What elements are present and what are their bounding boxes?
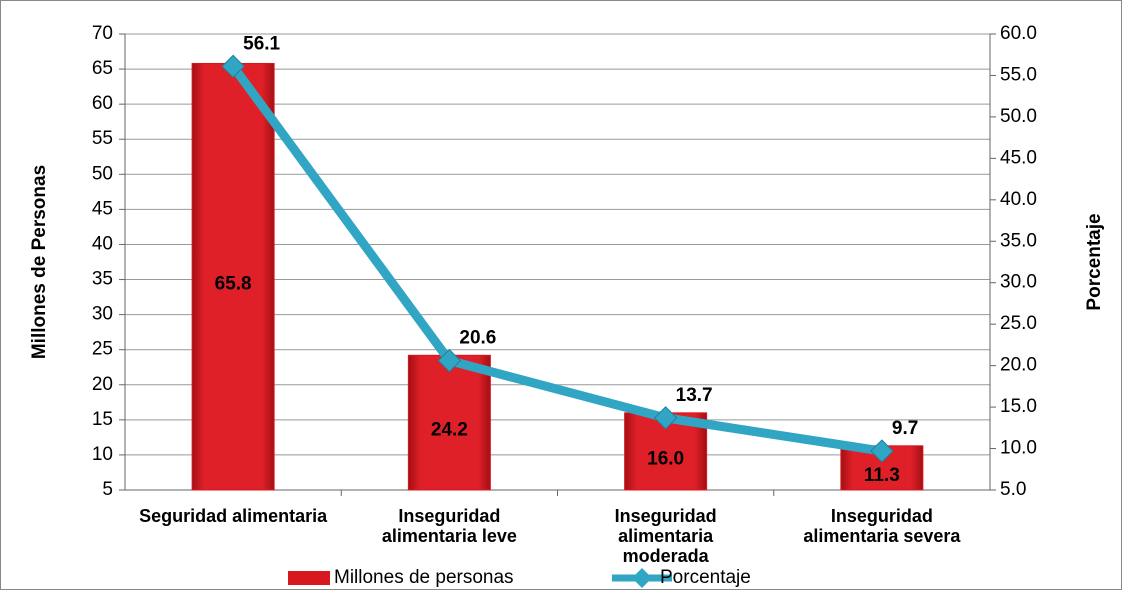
y2-tick-label: 50.0 (1000, 106, 1037, 127)
legend-label: Porcentaje (660, 567, 751, 588)
y-tick-label: 55 (92, 128, 113, 149)
line-marker (870, 439, 894, 463)
bar (191, 62, 275, 491)
y2-tick-label: 10.0 (1000, 438, 1037, 459)
x-tick-label: Inseguridad alimentaria leve (381, 506, 517, 546)
legend-marker (632, 568, 652, 588)
y-tick-label: 50 (92, 163, 113, 184)
bar-value-label: 11.3 (864, 465, 900, 486)
line-marker (221, 54, 245, 79)
y2-tick-label: 40.0 (1000, 189, 1037, 210)
legend-swatch (288, 571, 330, 585)
y2-tick-label: 45.0 (1000, 147, 1037, 168)
y-tick-label: 25 (92, 339, 113, 360)
y2-tick-label: 35.0 (1000, 230, 1037, 251)
y-tick-label: 10 (92, 444, 113, 465)
y-tick-label: 15 (92, 409, 113, 430)
line (229, 63, 883, 456)
x-tick-label: Inseguridad alimentaria severa (803, 506, 961, 546)
bar-value-label: 16.0 (647, 448, 684, 469)
y-tick-label: 40 (92, 233, 113, 254)
y-tick-label: 45 (92, 198, 113, 219)
y-tick-label: 5 (102, 479, 113, 500)
bar (407, 354, 491, 491)
y2-tick-label: 60.0 (1000, 23, 1037, 44)
y-tick-label: 60 (92, 93, 113, 114)
legend-label: Millones de personas (334, 567, 514, 588)
bar-value-label: 24.2 (431, 420, 468, 441)
y-tick-label: 30 (92, 304, 113, 325)
line-value-label: 56.1 (243, 33, 280, 54)
y2-tick-label: 5.0 (1000, 479, 1026, 500)
y-axis-title: Millones de Personas (29, 165, 50, 359)
y2-tick-label: 15.0 (1000, 396, 1037, 417)
y2-tick-label: 20.0 (1000, 355, 1037, 376)
line-value-label: 9.7 (892, 418, 918, 439)
line-marker (653, 406, 678, 430)
y-tick-label: 65 (92, 58, 113, 79)
x-tick-label: Seguridad alimentaria (139, 506, 328, 526)
line-marker (437, 348, 462, 373)
y2-tick-label: 55.0 (1000, 64, 1037, 85)
y2-axis-title: Porcentaje (1084, 213, 1105, 310)
y2-tick-label: 30.0 (1000, 272, 1037, 293)
y-tick-label: 70 (92, 23, 113, 44)
y2-tick-label: 25.0 (1000, 313, 1037, 334)
bar-value-label: 65.8 (215, 274, 252, 295)
line-value-label: 13.7 (676, 385, 713, 406)
y-tick-label: 20 (92, 374, 113, 395)
y-tick-label: 35 (92, 269, 113, 290)
x-tick-label: Inseguridad alimentaria moderada (614, 506, 717, 566)
line-value-label: 20.6 (459, 328, 496, 349)
